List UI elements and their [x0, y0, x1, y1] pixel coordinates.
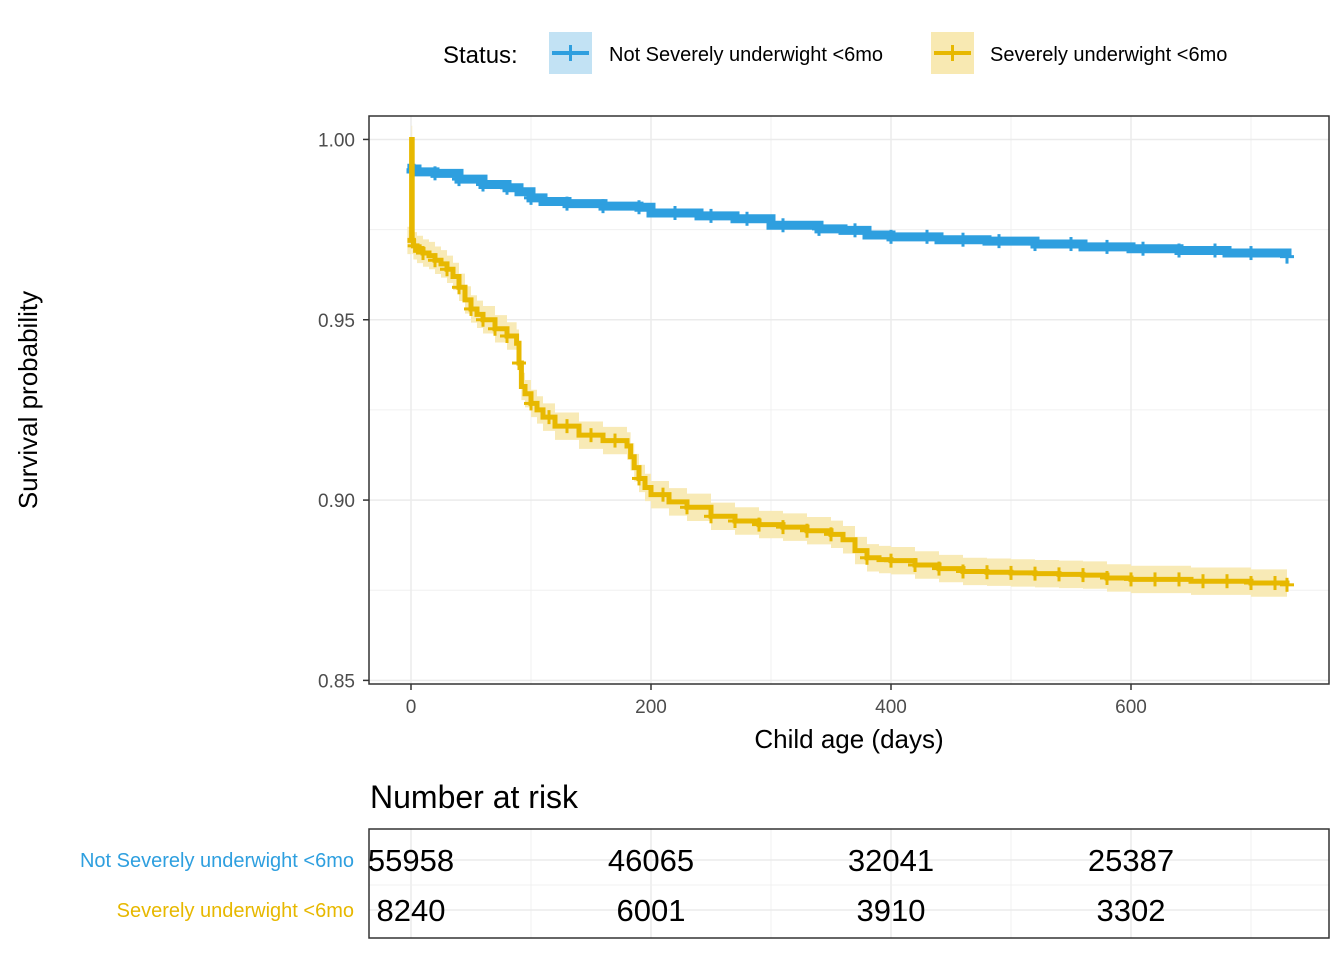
plot-border	[368, 115, 1330, 685]
y-axis-ticks: 0.85 0.90 0.95 1.00	[318, 130, 369, 692]
y-tick-label: 1.00	[318, 130, 355, 151]
risk-value-0: 25387	[1088, 843, 1174, 878]
plot-panel: 0.85 0.90 0.95 1.00 0 200 400 600	[318, 115, 1330, 718]
risk-value-0: 46065	[608, 843, 694, 878]
risk-table-grid	[369, 829, 1329, 938]
risk-table-rows: Not Severely underwight <6mo 55958 46065 32…	[80, 843, 1174, 928]
x-tick-label: 0	[406, 697, 417, 718]
y-tick-label: 0.85	[318, 671, 355, 692]
risk-row-label-0: Not Severely underwight <6mo	[80, 850, 354, 872]
legend-title: Status:	[443, 42, 518, 69]
risk-value-1: 3302	[1097, 893, 1166, 928]
risk-table-title: Number at risk	[370, 779, 579, 815]
risk-table: Number at risk Not Severely underwight <…	[80, 779, 1330, 939]
y-tick-label: 0.90	[318, 491, 355, 512]
survival-line-0	[406, 163, 1292, 258]
x-axis-label: Child age (days)	[754, 724, 943, 754]
risk-value-1: 8240	[377, 893, 446, 928]
legend-entry-1: Severely underwight <6mo	[990, 44, 1227, 66]
survival-line-1	[407, 136, 1290, 586]
y-tick-label: 0.95	[318, 311, 355, 332]
x-tick-label: 400	[875, 697, 907, 718]
x-axis-ticks: 0 200 400 600	[406, 684, 1147, 718]
risk-value-1: 3910	[857, 893, 926, 928]
risk-value-0: 32041	[848, 843, 934, 878]
risk-row-label-1: Severely underwight <6mo	[117, 900, 354, 922]
legend-entry-0: Not Severely underwight <6mo	[609, 44, 883, 66]
risk-table-border	[368, 828, 1330, 939]
x-tick-label: 200	[635, 697, 667, 718]
legend: Status: Not Severely underwight <6mo Sev…	[443, 32, 1227, 74]
y-axis-label: Survival probability	[13, 291, 43, 509]
survival-curves	[406, 136, 1292, 586]
gridlines	[369, 116, 1329, 684]
censor-marks	[407, 166, 1294, 592]
x-tick-label: 600	[1115, 697, 1147, 718]
risk-value-1: 6001	[617, 893, 686, 928]
risk-value-0: 55958	[368, 843, 454, 878]
